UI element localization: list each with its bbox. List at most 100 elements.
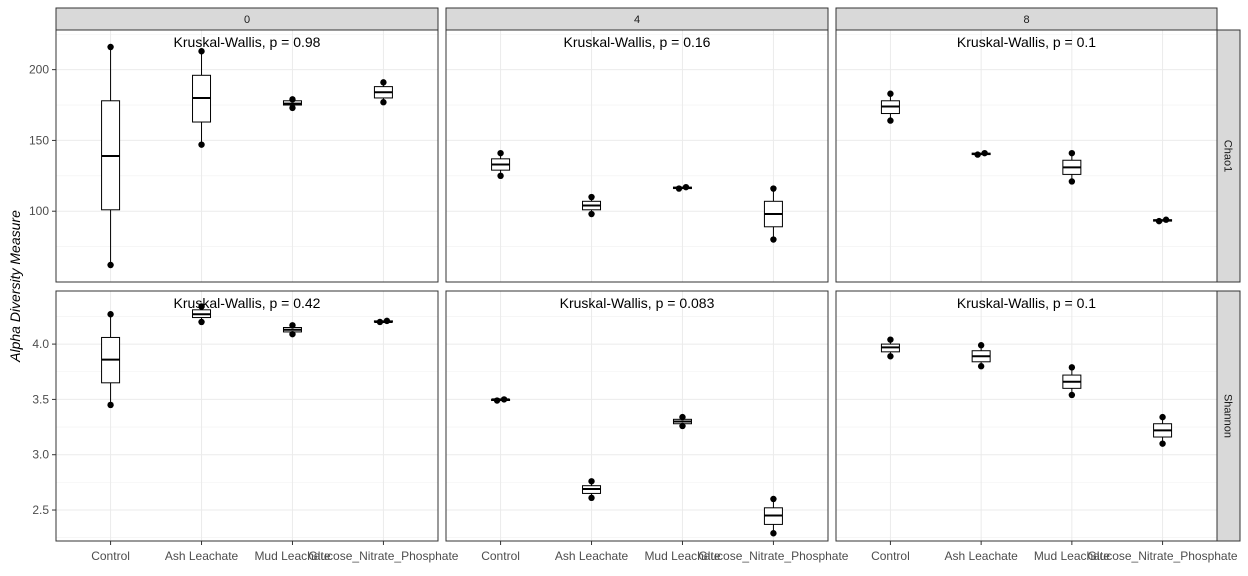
data-point bbox=[1068, 391, 1076, 399]
y-tick-label: 150 bbox=[29, 133, 49, 147]
box-mud-leachate bbox=[672, 413, 692, 430]
panel-background bbox=[836, 291, 1217, 541]
kruskal-wallis-annotation: Kruskal-Wallis, p = 0.42 bbox=[174, 295, 321, 311]
data-point bbox=[1068, 149, 1076, 157]
facet-strip-label-col-4: 4 bbox=[634, 14, 640, 26]
box-control bbox=[491, 396, 511, 404]
box-glucose-nitrate-phosphate bbox=[1153, 413, 1173, 447]
box-ash-leachate bbox=[971, 149, 991, 158]
data-point bbox=[1155, 217, 1163, 225]
data-point bbox=[770, 530, 777, 537]
x-tick-label: Glucose_Nitrate_Phosphate bbox=[698, 549, 848, 563]
panel-background bbox=[56, 291, 438, 541]
box-mud-leachate bbox=[282, 96, 302, 112]
data-point bbox=[770, 185, 777, 192]
data-point bbox=[380, 99, 387, 106]
box-control bbox=[101, 311, 121, 409]
data-point bbox=[1068, 178, 1076, 185]
data-point bbox=[588, 210, 595, 218]
data-point bbox=[682, 183, 690, 191]
x-tick-label: Control bbox=[871, 549, 910, 563]
data-point bbox=[500, 396, 508, 403]
data-point bbox=[198, 318, 205, 326]
box-glucose-nitrate-phosphate bbox=[1153, 216, 1173, 225]
panel-background bbox=[446, 30, 828, 282]
box-control bbox=[880, 90, 900, 124]
panel-chao1-4 bbox=[445, 29, 829, 283]
panel-border bbox=[835, 290, 1218, 542]
data-point bbox=[770, 495, 777, 503]
kruskal-wallis-annotation: Kruskal-Wallis, p = 0.16 bbox=[564, 34, 711, 50]
panel-shannon-4 bbox=[445, 290, 829, 542]
x-tick-label: Glucose_Nitrate_Phosphate bbox=[1088, 549, 1238, 563]
panel-shannon-0 bbox=[55, 290, 439, 542]
data-point bbox=[887, 336, 894, 343]
box-mud-leachate bbox=[672, 183, 692, 192]
data-point bbox=[588, 478, 595, 485]
box-glucose-nitrate-phosphate bbox=[373, 317, 393, 326]
facet-strip-label-col-8: 8 bbox=[1023, 14, 1029, 26]
x-tick-label: Ash Leachate bbox=[944, 549, 1018, 563]
data-point bbox=[675, 185, 683, 192]
box-ash-leachate bbox=[192, 48, 212, 148]
data-point bbox=[107, 261, 114, 269]
kruskal-wallis-annotation: Kruskal-Wallis, p = 0.1 bbox=[957, 295, 1096, 311]
data-point bbox=[1159, 413, 1166, 421]
box-control bbox=[101, 43, 121, 269]
data-point bbox=[493, 397, 501, 404]
data-point bbox=[977, 363, 985, 370]
box-glucose-nitrate-phosphate bbox=[763, 495, 783, 537]
panel-border bbox=[445, 29, 829, 283]
data-point bbox=[887, 117, 894, 124]
data-point bbox=[588, 494, 595, 502]
data-point bbox=[376, 318, 384, 326]
x-tick-label: Ash Leachate bbox=[165, 549, 239, 563]
y-tick-label: 2.5 bbox=[32, 503, 49, 517]
data-point bbox=[289, 322, 296, 329]
box-control bbox=[880, 336, 900, 360]
facet-strip-label-row-chao1: Chao1 bbox=[1222, 140, 1234, 172]
data-point bbox=[1162, 216, 1170, 223]
box-ash-leachate bbox=[971, 342, 991, 370]
panel-chao1-8 bbox=[835, 29, 1218, 283]
x-tick-label: Control bbox=[481, 549, 520, 563]
box-glucose-nitrate-phosphate bbox=[763, 185, 783, 243]
data-point bbox=[198, 48, 205, 55]
box-mud-leachate bbox=[1062, 364, 1082, 399]
box-ash-leachate bbox=[582, 478, 602, 502]
kruskal-wallis-annotation: Kruskal-Wallis, p = 0.1 bbox=[957, 34, 1096, 50]
x-tick-label: Mud Leachate bbox=[254, 549, 330, 563]
facet-strip-label-row-shannon: Shannon bbox=[1222, 394, 1234, 438]
panel-border bbox=[55, 290, 439, 542]
data-point bbox=[497, 149, 504, 157]
x-tick-label: Ash Leachate bbox=[555, 549, 629, 563]
data-point bbox=[887, 353, 894, 360]
box-mud-leachate bbox=[282, 322, 302, 338]
data-point bbox=[289, 104, 296, 112]
y-tick-label: 200 bbox=[29, 63, 49, 77]
panel-border bbox=[55, 29, 439, 283]
box-control bbox=[491, 149, 511, 180]
panel-border bbox=[835, 29, 1218, 283]
data-point bbox=[289, 330, 296, 338]
y-axis-label: Alpha Diversity Measure bbox=[7, 210, 23, 363]
data-point bbox=[497, 172, 504, 180]
data-point bbox=[198, 303, 205, 310]
panel-border bbox=[445, 290, 829, 542]
panel-shannon-8 bbox=[835, 290, 1218, 542]
data-point bbox=[981, 149, 988, 157]
y-tick-label: 4.0 bbox=[32, 337, 49, 351]
box-ash-leachate bbox=[192, 303, 212, 326]
data-point bbox=[974, 151, 981, 158]
data-point bbox=[887, 90, 894, 97]
data-point bbox=[770, 236, 777, 243]
data-point bbox=[198, 141, 205, 148]
kruskal-wallis-annotation: Kruskal-Wallis, p = 0.083 bbox=[560, 295, 715, 311]
x-tick-label: Glucose_Nitrate_Phosphate bbox=[308, 549, 458, 563]
data-point bbox=[107, 311, 114, 318]
panel-background bbox=[836, 30, 1217, 282]
x-tick-label: Mud Leachate bbox=[1034, 549, 1110, 563]
panel-background bbox=[446, 291, 828, 541]
facet-strip-label-col-0: 0 bbox=[244, 14, 250, 26]
